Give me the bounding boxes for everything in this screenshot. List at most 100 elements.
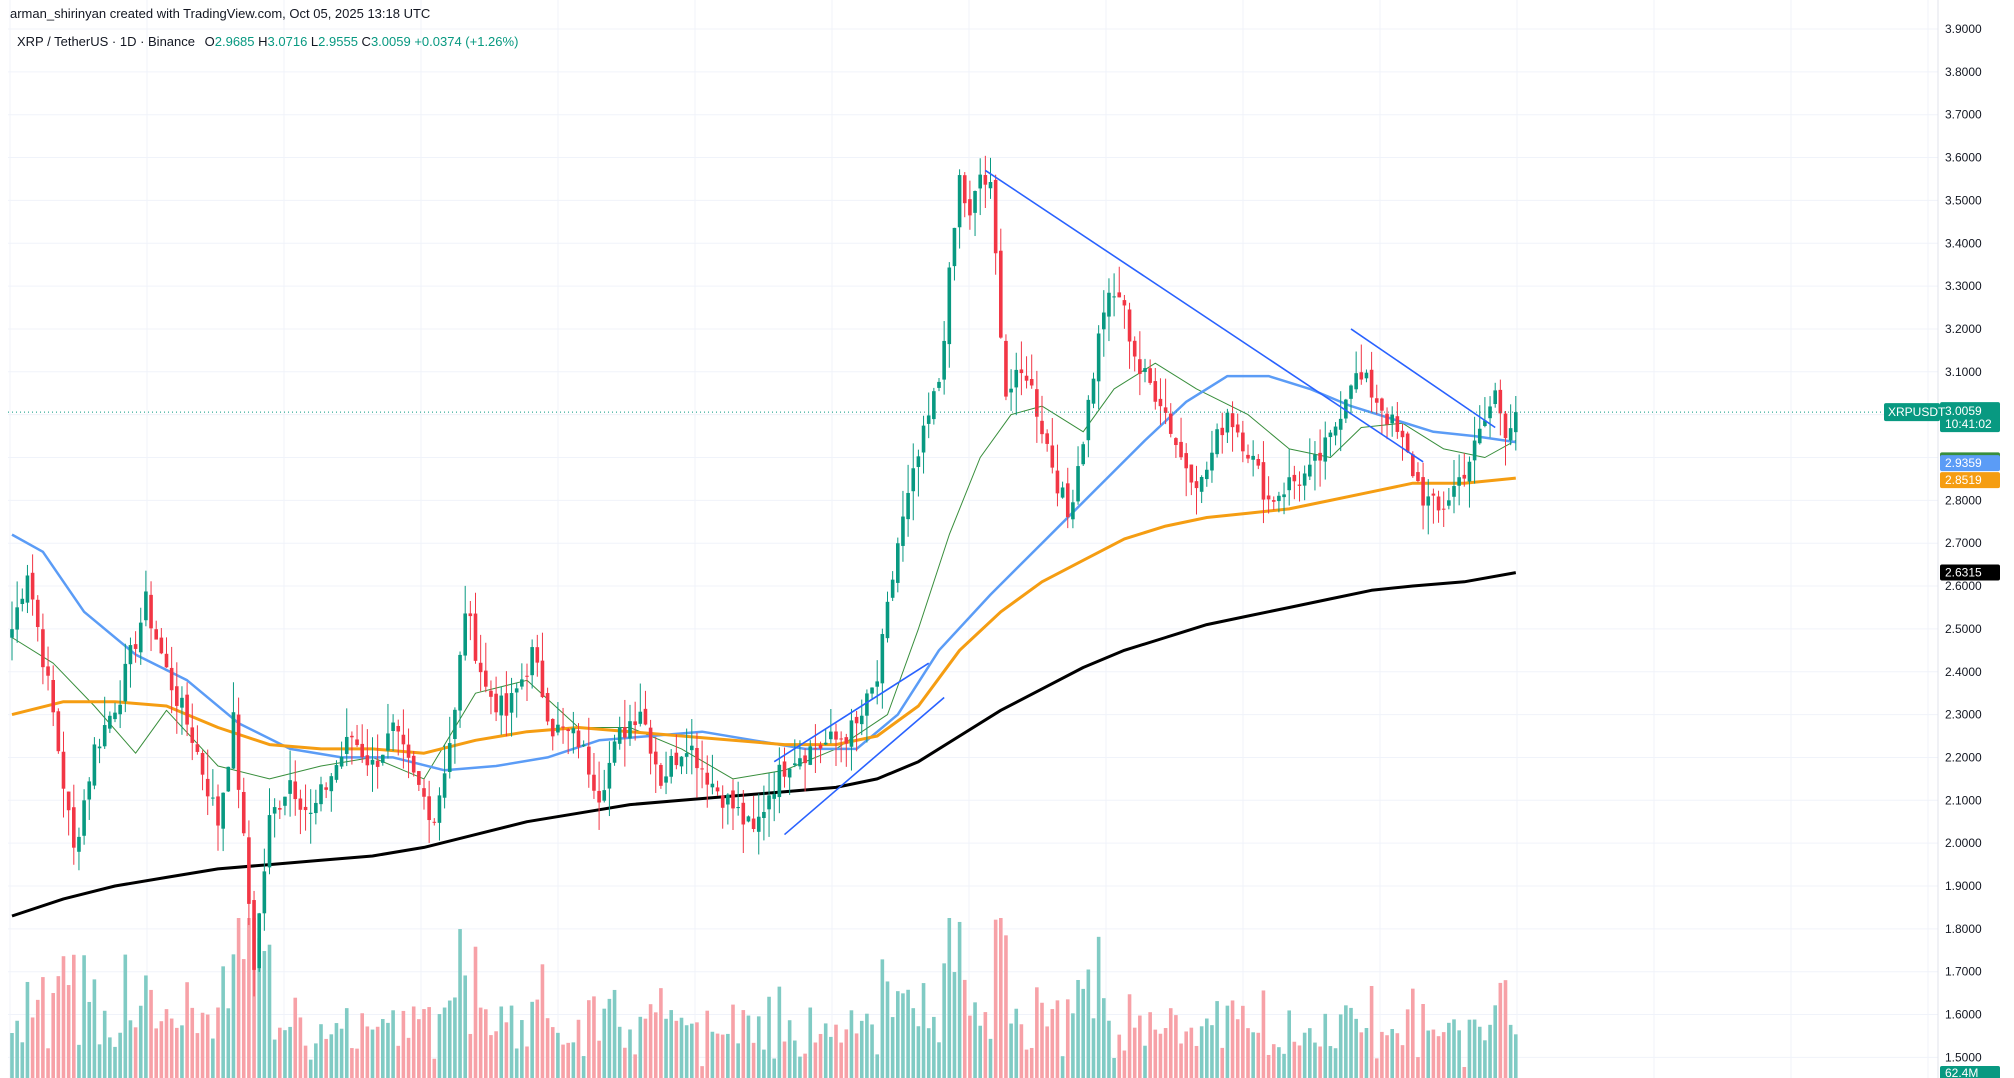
- candle[interactable]: [1035, 370, 1039, 443]
- candle[interactable]: [957, 169, 962, 249]
- candle[interactable]: [648, 719, 653, 775]
- candle[interactable]: [731, 779, 735, 831]
- candle[interactable]: [1256, 454, 1261, 470]
- candle[interactable]: [1225, 408, 1230, 443]
- candle[interactable]: [808, 740, 813, 766]
- candle[interactable]: [787, 768, 792, 795]
- candle[interactable]: [890, 571, 895, 602]
- candle[interactable]: [1019, 341, 1024, 396]
- candle[interactable]: [823, 728, 828, 746]
- candle[interactable]: [921, 415, 926, 474]
- candle[interactable]: [870, 687, 874, 699]
- candle[interactable]: [473, 592, 478, 664]
- candle[interactable]: [1385, 407, 1389, 440]
- candle[interactable]: [267, 788, 272, 875]
- candle[interactable]: [494, 676, 498, 722]
- candle[interactable]: [530, 639, 534, 689]
- candle[interactable]: [684, 728, 689, 774]
- candle[interactable]: [674, 734, 679, 770]
- candle[interactable]: [1338, 391, 1343, 452]
- candle[interactable]: [741, 789, 746, 854]
- candle[interactable]: [756, 793, 761, 855]
- candle[interactable]: [453, 707, 457, 764]
- candle[interactable]: [66, 791, 71, 836]
- candle[interactable]: [190, 703, 195, 761]
- candle[interactable]: [272, 798, 277, 838]
- candle[interactable]: [664, 751, 668, 795]
- candle[interactable]: [1235, 413, 1240, 438]
- candle[interactable]: [1297, 471, 1302, 502]
- candle[interactable]: [633, 701, 637, 741]
- candle[interactable]: [1117, 266, 1122, 298]
- candle[interactable]: [669, 749, 673, 784]
- candle[interactable]: [1323, 421, 1328, 480]
- candle[interactable]: [1071, 489, 1075, 529]
- candle[interactable]: [1163, 378, 1168, 425]
- candle[interactable]: [916, 449, 921, 497]
- candle[interactable]: [1472, 416, 1477, 484]
- candle[interactable]: [509, 677, 514, 737]
- candle[interactable]: [1488, 396, 1492, 438]
- candle[interactable]: [144, 570, 148, 627]
- candle[interactable]: [484, 642, 488, 693]
- candle[interactable]: [1400, 423, 1405, 461]
- candle[interactable]: [968, 180, 972, 230]
- candle[interactable]: [118, 680, 122, 729]
- candle[interactable]: [97, 738, 102, 764]
- candle[interactable]: [458, 651, 462, 728]
- candle[interactable]: [205, 749, 210, 816]
- candle[interactable]: [607, 741, 612, 817]
- candle[interactable]: [1395, 402, 1400, 439]
- candle[interactable]: [1308, 438, 1312, 481]
- candle[interactable]: [169, 646, 174, 714]
- candle[interactable]: [849, 708, 854, 771]
- candle[interactable]: [401, 709, 406, 769]
- candle[interactable]: [653, 736, 658, 793]
- candle[interactable]: [896, 537, 900, 593]
- candle[interactable]: [901, 490, 905, 562]
- candle[interactable]: [1354, 351, 1358, 393]
- candle[interactable]: [1004, 334, 1008, 401]
- candle[interactable]: [736, 781, 740, 816]
- candle[interactable]: [1421, 462, 1425, 530]
- candle[interactable]: [1179, 417, 1183, 460]
- candle[interactable]: [344, 708, 349, 767]
- price-axis[interactable]: 3.9000 3.8000 3.7000 3.6000 3.5000 3.4000 3.30…: [1937, 0, 1982, 1078]
- candle[interactable]: [762, 785, 766, 841]
- candle[interactable]: [1364, 369, 1369, 383]
- candle[interactable]: [1241, 420, 1245, 463]
- candle[interactable]: [983, 155, 988, 208]
- candle[interactable]: [1292, 465, 1297, 500]
- candle[interactable]: [278, 800, 282, 820]
- candle[interactable]: [41, 613, 45, 685]
- candle[interactable]: [417, 770, 421, 792]
- candle[interactable]: [803, 748, 807, 792]
- candle[interactable]: [298, 789, 303, 835]
- candle[interactable]: [216, 784, 220, 851]
- candle[interactable]: [314, 789, 318, 825]
- candle[interactable]: [705, 755, 710, 808]
- candle[interactable]: [1318, 429, 1322, 487]
- candle[interactable]: [164, 637, 169, 668]
- candle[interactable]: [185, 682, 189, 737]
- candle[interactable]: [1143, 358, 1147, 383]
- candle[interactable]: [211, 769, 215, 806]
- candle[interactable]: [411, 751, 416, 777]
- candle[interactable]: [746, 815, 751, 823]
- candle[interactable]: [489, 680, 493, 715]
- candle[interactable]: [200, 750, 205, 791]
- candle[interactable]: [880, 628, 885, 709]
- candle[interactable]: [1102, 290, 1106, 357]
- candle[interactable]: [35, 595, 40, 642]
- candle[interactable]: [1282, 482, 1286, 515]
- candle[interactable]: [1251, 440, 1255, 477]
- candle[interactable]: [1029, 354, 1034, 389]
- candle[interactable]: [1220, 412, 1225, 454]
- candle[interactable]: [818, 741, 823, 764]
- candle[interactable]: [319, 776, 323, 812]
- candle[interactable]: [993, 174, 998, 275]
- candle[interactable]: [241, 777, 246, 837]
- candle[interactable]: [550, 718, 555, 751]
- candle[interactable]: [102, 696, 107, 749]
- candle[interactable]: [1158, 378, 1163, 426]
